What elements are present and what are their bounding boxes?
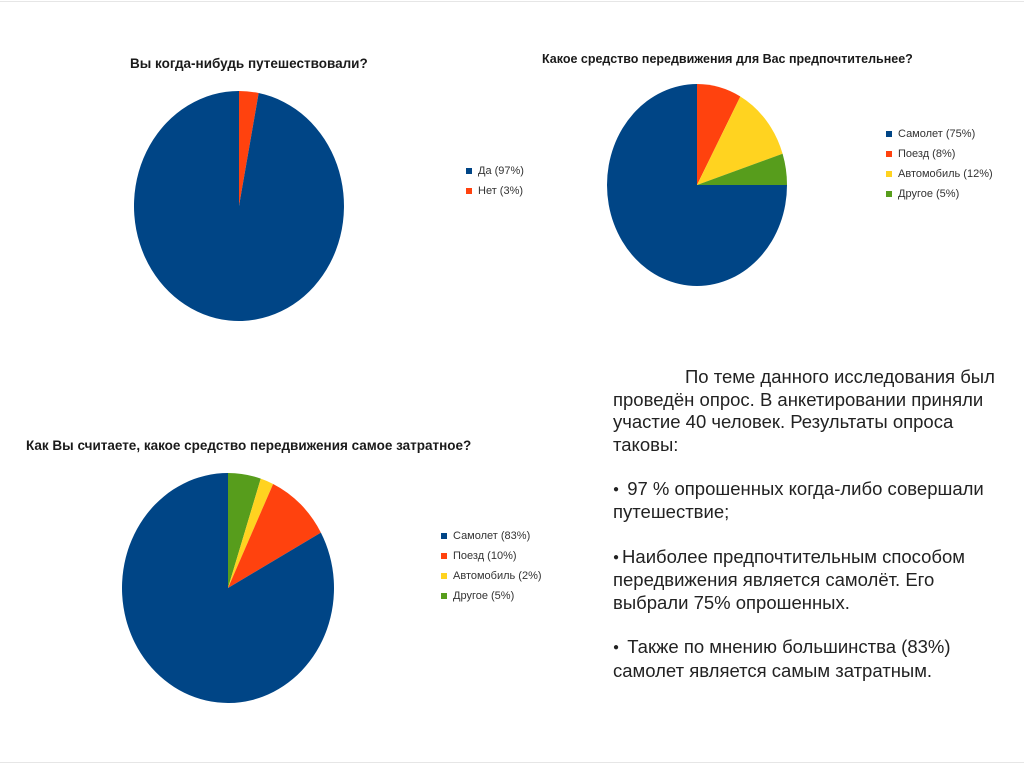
chart-1-legend: Да (97%) Нет (3%) (466, 161, 524, 201)
legend-label: Нет (3%) (478, 185, 524, 197)
legend-swatch (466, 188, 472, 194)
pie-slice (697, 84, 741, 185)
legend-label: Самолет (75%) (898, 128, 976, 140)
legend-item: Другое (5%) (441, 586, 542, 606)
legend-item: Другое (5%) (886, 184, 993, 204)
legend-swatch (886, 171, 892, 177)
legend-label: Автомобиль (12%) (898, 168, 993, 180)
legend-item: Да (97%) (466, 161, 524, 181)
legend-item: Самолет (83%) (441, 526, 542, 546)
pie-slice (133, 90, 344, 321)
top-edge-line (0, 1, 1024, 2)
legend-item: Самолет (75%) (886, 124, 993, 144)
pie-slice (228, 473, 261, 588)
legend-item: Поезд (8%) (886, 144, 993, 164)
summary-bullet: ● Наиболее предпочтительным способом пере… (613, 546, 1013, 614)
chart-3-title: Как Вы считаете, какое средство передвиж… (26, 438, 472, 453)
bullet-icon: ● (613, 483, 620, 495)
legend-swatch (886, 131, 892, 137)
legend-swatch (441, 593, 447, 599)
pie-slice (122, 473, 335, 703)
summary-intro-text: По теме данного исследования был проведё… (613, 366, 995, 455)
pie-slice (239, 91, 259, 206)
chart-1-title: Вы когда-нибудь путешествовали? (130, 56, 368, 71)
legend-swatch (886, 191, 892, 197)
legend-label: Другое (5%) (453, 590, 515, 602)
summary-bullet-text: Также по мнению большинства (83%) самоле… (613, 636, 951, 681)
legend-label: Автомобиль (2%) (453, 570, 542, 582)
legend-label: Поезд (8%) (898, 148, 956, 160)
bottom-edge-line (0, 762, 1024, 763)
legend-item: Автомобиль (12%) (886, 164, 993, 184)
summary-bullet-text: Наиболее предпочтительным способом перед… (613, 545, 966, 613)
legend-swatch (886, 151, 892, 157)
legend-item: Поезд (10%) (441, 546, 542, 566)
legend-label: Поезд (10%) (453, 550, 517, 562)
legend-item: Нет (3%) (466, 181, 524, 201)
pie-slice (228, 478, 274, 588)
pie-slice (697, 153, 787, 185)
pie-slice (697, 96, 783, 185)
summary-bullet-text: 97 % опрошенных когда-либо совершали пут… (613, 478, 984, 523)
legend-label: Самолет (83%) (453, 530, 531, 542)
legend-swatch (441, 533, 447, 539)
summary-bullet: ● Также по мнению большинства (83%) само… (613, 636, 1013, 682)
bullet-icon: ● (613, 642, 620, 654)
legend-swatch (466, 168, 472, 174)
summary-bullet: ● 97 % опрошенных когда-либо совершали п… (613, 478, 1013, 524)
legend-label: Другое (5%) (898, 188, 960, 200)
chart-2-title: Какое средство передвижения для Вас пред… (542, 52, 913, 66)
chart-2-legend: Самолет (75%) Поезд (8%) Автомобиль (12%… (886, 124, 993, 204)
legend-label: Да (97%) (478, 165, 524, 177)
bullet-icon: ● (613, 551, 620, 563)
pie-slice (228, 483, 321, 588)
survey-summary: По теме данного исследования был проведё… (613, 366, 1013, 704)
summary-intro: По теме данного исследования был проведё… (613, 366, 1013, 456)
chart-3-legend: Самолет (83%) Поезд (10%) Автомобиль (2%… (441, 526, 542, 606)
legend-swatch (441, 573, 447, 579)
legend-swatch (441, 553, 447, 559)
legend-item: Автомобиль (2%) (441, 566, 542, 586)
